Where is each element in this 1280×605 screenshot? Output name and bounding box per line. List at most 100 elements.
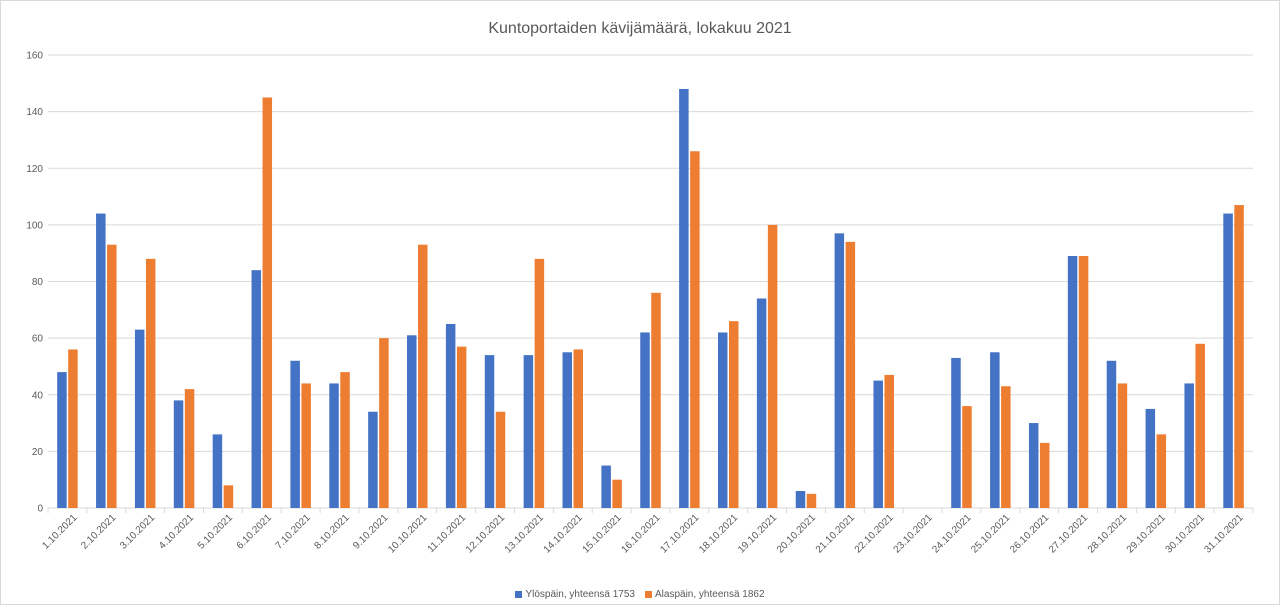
bar-alaspain-2: [107, 244, 117, 508]
bar-alaspain-6: [262, 97, 273, 508]
bar-alaspain-7: [301, 383, 311, 508]
x-tick-label: 2.10.2021: [79, 512, 119, 552]
legend: Ylöspäin, yhteensä 1753 Alaspäin, yhteen…: [0, 589, 1280, 600]
y-tick-label: 80: [32, 277, 44, 288]
bar-alaspain-4: [184, 389, 195, 508]
x-tick-label: 27.10.2021: [1047, 512, 1090, 555]
x-tick-label: 29.10.2021: [1125, 512, 1168, 555]
bar-ylospain-20: [795, 491, 806, 508]
x-tick-label: 20.10.2021: [775, 512, 818, 555]
x-tick-label: 1.10.2021: [40, 512, 80, 552]
x-tick-label: 14.10.2021: [542, 512, 585, 555]
bar-ylospain-31: [1223, 213, 1233, 509]
bar-alaspain-16: [651, 292, 661, 508]
bar-alaspain-19: [767, 224, 778, 508]
x-tick-label: 21.10.2021: [814, 512, 857, 555]
bar-ylospain-11: [445, 323, 456, 508]
y-tick-label: 140: [26, 107, 43, 118]
x-tick-label: 11.10.2021: [426, 512, 469, 555]
bar-alaspain-1: [68, 349, 78, 508]
bar-ylospain-14: [562, 352, 573, 508]
x-tick-label: 26.10.2021: [1008, 512, 1051, 555]
x-tick-label: 23.10.2021: [892, 512, 935, 555]
bar-ylospain-18: [717, 332, 728, 508]
bar-ylospain-30: [1184, 383, 1194, 508]
x-tick-label: 22.10.2021: [853, 512, 896, 555]
bar-ylospain-13: [523, 355, 534, 508]
bar-ylospain-1: [57, 372, 67, 508]
legend-swatch-alaspain: [645, 591, 652, 598]
x-tick-label: 4.10.2021: [157, 512, 197, 552]
y-tick-label: 160: [26, 51, 43, 62]
x-tick-label: 15.10.2021: [581, 512, 624, 555]
bar-ylospain-29: [1145, 408, 1156, 508]
x-tick-label: 19.10.2021: [736, 512, 779, 555]
x-tick-label: 31.10.2021: [1203, 512, 1246, 555]
bar-ylospain-21: [834, 233, 845, 508]
bar-ylospain-26: [1028, 423, 1039, 508]
x-tick-label: 25.10.2021: [969, 512, 1012, 555]
x-tick-label: 3.10.2021: [118, 512, 158, 552]
bar-ylospain-16: [640, 332, 650, 508]
legend-item-ylospain: Ylöspäin, yhteensä 1753: [515, 589, 635, 600]
bar-alaspain-24: [962, 406, 972, 508]
bar-ylospain-17: [679, 88, 689, 508]
bar-ylospain-8: [329, 383, 339, 508]
bar-alaspain-14: [573, 349, 584, 508]
bar-ylospain-19: [756, 298, 767, 508]
x-tick-label: 18.10.2021: [697, 512, 740, 555]
bar-ylospain-15: [601, 465, 611, 508]
bar-ylospain-4: [173, 400, 184, 508]
bar-alaspain-29: [1156, 434, 1167, 508]
bar-alaspain-12: [495, 411, 506, 508]
y-tick-label: 40: [32, 390, 44, 401]
x-tick-label: 5.10.2021: [196, 512, 236, 552]
x-tick-label: 13.10.2021: [503, 512, 546, 555]
y-tick-label: 20: [32, 447, 44, 458]
bar-ylospain-28: [1106, 360, 1117, 508]
x-tick-label: 16.10.2021: [619, 512, 662, 555]
x-tick-label: 9.10.2021: [351, 512, 391, 552]
x-tick-label: 17.10.2021: [658, 512, 701, 555]
bar-alaspain-30: [1195, 343, 1205, 508]
bar-alaspain-22: [884, 374, 894, 508]
x-tick-label: 12.10.2021: [464, 512, 507, 555]
bar-alaspain-10: [418, 244, 428, 508]
bar-alaspain-5: [223, 485, 234, 508]
bar-alaspain-9: [379, 338, 389, 508]
bar-alaspain-26: [1039, 442, 1050, 508]
legend-label-ylospain: Ylöspäin, yhteensä 1753: [525, 589, 635, 600]
y-tick-label: 60: [32, 334, 44, 345]
bar-alaspain-13: [534, 258, 545, 508]
bar-ylospain-9: [368, 411, 378, 508]
bar-alaspain-27: [1078, 256, 1089, 508]
x-tick-label: 30.10.2021: [1164, 512, 1207, 555]
bar-ylospain-7: [290, 360, 300, 508]
x-tick-label: 8.10.2021: [312, 512, 352, 552]
y-tick-label: 100: [26, 220, 43, 231]
bar-ylospain-12: [484, 355, 495, 508]
y-tick-label: 120: [26, 164, 43, 175]
bar-alaspain-3: [145, 258, 156, 508]
chart-title: Kuntoportaiden kävijämäärä, lokakuu 2021: [488, 20, 792, 37]
bar-alaspain-31: [1234, 205, 1244, 508]
bar-ylospain-10: [407, 335, 417, 508]
legend-label-alaspain: Alaspäin, yhteensä 1862: [655, 589, 765, 600]
bar-alaspain-15: [612, 479, 622, 508]
x-tick-label: 24.10.2021: [930, 512, 973, 555]
bar-alaspain-21: [845, 241, 856, 509]
bar-ylospain-22: [873, 380, 883, 508]
bar-alaspain-18: [728, 321, 739, 508]
bar-ylospain-27: [1067, 256, 1078, 508]
bar-alaspain-20: [806, 493, 817, 508]
x-tick-label: 7.10.2021: [274, 512, 314, 552]
bar-ylospain-5: [212, 434, 223, 508]
x-tick-label: 28.10.2021: [1086, 512, 1129, 555]
x-tick-label: 6.10.2021: [235, 512, 275, 552]
bar-ylospain-25: [990, 352, 1000, 508]
bar-ylospain-6: [251, 270, 262, 508]
bar-ylospain-3: [134, 329, 145, 508]
bar-alaspain-17: [690, 151, 700, 508]
bar-alaspain-28: [1117, 383, 1128, 508]
